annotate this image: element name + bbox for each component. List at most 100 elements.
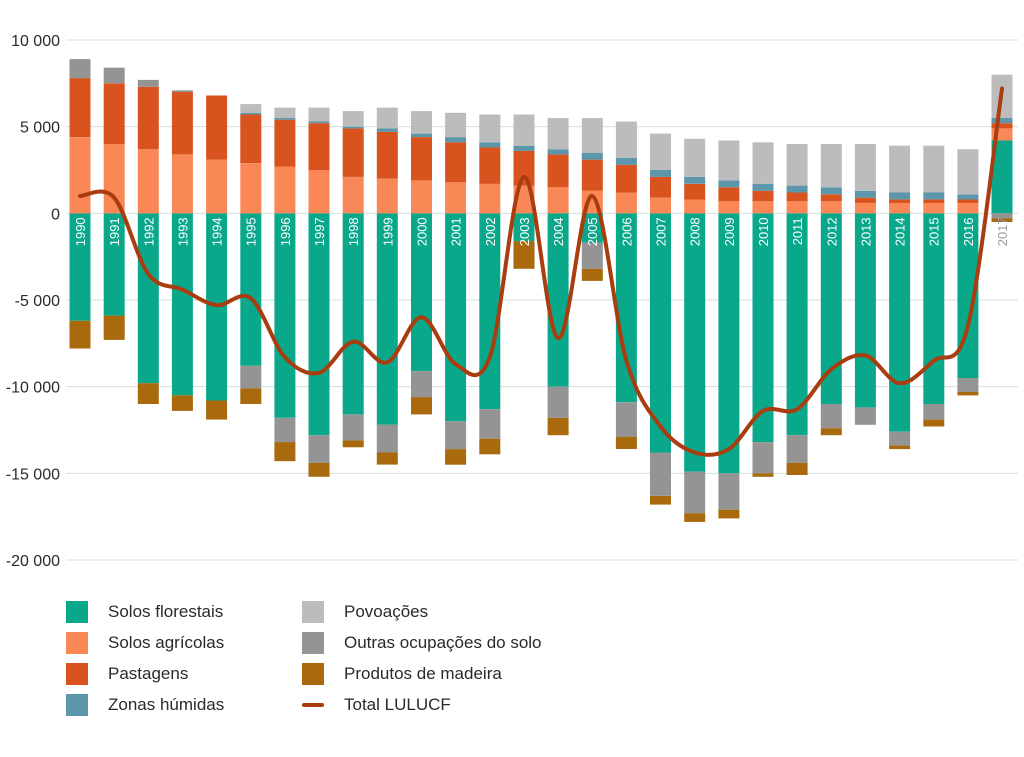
bar-zonas-humidas-2004 — [547, 149, 569, 155]
bar-zonas-humidas-2001 — [445, 137, 467, 143]
bar-zonas-humidas-1996 — [274, 118, 296, 120]
x-tick-label: 2014 — [893, 217, 908, 246]
bar-povoacoes-2006 — [615, 121, 637, 158]
bar-solos-florestais-1992 — [137, 213, 159, 384]
bar-outras-ocupacoes-do-solo-2007 — [650, 452, 671, 496]
bar-outras-ocupacoes-do-solo-2013 — [854, 407, 876, 425]
y-tick-label: -10 000 — [6, 380, 60, 397]
bar-solos-agricolas-2001 — [445, 182, 467, 214]
bar-outras-ocupacoes-do-solo-1995 — [240, 365, 262, 389]
bar-produtos-de-madeira-2004 — [547, 417, 569, 436]
bar-pastagens-2005 — [581, 159, 603, 191]
y-tick-label: -20 000 — [6, 553, 60, 570]
bar-zonas-humidas-2017 — [991, 118, 1013, 124]
bar-povoacoes-2000 — [411, 111, 432, 134]
bar-povoacoes-2004 — [547, 118, 569, 150]
bar-solos-agricolas-1997 — [308, 170, 330, 214]
bar-solos-agricolas-2002 — [479, 183, 501, 214]
bar-solos-agricolas-1990 — [69, 137, 91, 214]
bar-zonas-humidas-2012 — [820, 187, 842, 195]
bar-solos-agricolas-1991 — [103, 144, 125, 214]
bar-solos-agricolas-2013 — [854, 202, 876, 214]
bar-pastagens-1992 — [137, 86, 159, 150]
bar-solos-florestais-2014 — [889, 213, 911, 432]
bar-solos-florestais-2002 — [479, 213, 501, 410]
bar-outras-ocupacoes-do-solo-1998 — [342, 414, 364, 441]
bar-solos-agricolas-2000 — [411, 180, 432, 214]
bar-solos-agricolas-2016 — [957, 202, 979, 214]
bar-solos-agricolas-2007 — [650, 197, 671, 214]
bar-povoacoes-2003 — [513, 114, 535, 146]
bar-zonas-humidas-2010 — [752, 183, 774, 191]
y-tick-label: 5 000 — [20, 120, 60, 137]
bar-solos-agricolas-2004 — [547, 187, 569, 214]
bar-solos-agricolas-2014 — [889, 202, 911, 214]
bar-outras-ocupacoes-do-solo-2000 — [411, 371, 432, 398]
bar-solos-florestais-2009 — [718, 213, 740, 474]
bar-pastagens-2002 — [479, 147, 501, 184]
bar-povoacoes-2007 — [650, 133, 671, 170]
bar-solos-florestais-2004 — [547, 213, 569, 387]
bar-outras-ocupacoes-do-solo-1997 — [308, 435, 330, 463]
legend-item-produtos-madeira: Produtos de madeira — [302, 662, 502, 686]
x-tick-label: 2009 — [722, 217, 737, 246]
bar-outras-ocupacoes-do-solo-2008 — [684, 471, 706, 514]
x-tick-label: 2002 — [483, 217, 498, 246]
bar-pastagens-2006 — [615, 164, 637, 193]
bar-produtos-de-madeira-1998 — [342, 440, 364, 448]
bar-outras-ocupacoes-do-solo-1993 — [171, 90, 193, 92]
bar-solos-florestais-2010 — [752, 213, 774, 443]
bar-produtos-de-madeira-1997 — [308, 462, 330, 477]
bar-povoacoes-2002 — [479, 114, 501, 143]
bar-povoacoes-2010 — [752, 142, 774, 184]
x-tick-label: 2005 — [585, 217, 600, 246]
x-tick-label: 1992 — [141, 217, 156, 246]
bar-zonas-humidas-2016 — [957, 194, 979, 200]
bar-solos-florestais-1993 — [171, 213, 193, 396]
bar-solos-florestais-1999 — [376, 213, 398, 425]
bar-solos-agricolas-1995 — [240, 163, 262, 214]
bar-pastagens-2013 — [854, 197, 876, 203]
x-tick-label: 2007 — [654, 217, 669, 246]
bar-produtos-de-madeira-2003 — [513, 241, 535, 269]
x-tick-label: 1999 — [380, 217, 395, 246]
x-tick-label: 2011 — [790, 217, 805, 245]
x-tick-label: 1996 — [278, 217, 293, 246]
bar-produtos-de-madeira-2000 — [411, 397, 432, 415]
bar-zonas-humidas-2007 — [650, 170, 671, 177]
legend-item-povoacoes: Povoações — [302, 600, 428, 624]
bar-produtos-de-madeira-1990 — [69, 320, 91, 349]
legend-label-produtos-madeira: Produtos de madeira — [344, 664, 502, 683]
bar-solos-florestais-2016 — [957, 213, 979, 378]
bar-outras-ocupacoes-do-solo-2009 — [718, 473, 740, 510]
legend-swatch-zonas-humidas — [66, 694, 88, 716]
legend-item-solos-florestais: Solos florestais — [66, 600, 223, 624]
legend-label-solos-agricolas: Solos agrícolas — [108, 633, 225, 652]
legend-label-zonas-humidas: Zonas húmidas — [108, 695, 225, 714]
legend-swatch-produtos-madeira — [302, 663, 324, 685]
bar-povoacoes-1998 — [342, 111, 364, 127]
legend-label-povoacoes: Povoações — [344, 602, 429, 621]
bar-povoacoes-2001 — [445, 112, 467, 138]
y-tick-label: 10 000 — [11, 33, 60, 50]
x-tick-label: 1991 — [107, 217, 122, 246]
bar-pastagens-1999 — [376, 131, 398, 179]
bar-pastagens-2007 — [650, 176, 671, 198]
bar-zonas-humidas-1999 — [376, 128, 398, 132]
bar-pastagens-2015 — [923, 199, 945, 203]
bar-solos-agricolas-2012 — [820, 201, 842, 214]
bar-outras-ocupacoes-do-solo-2011 — [786, 435, 808, 463]
bar-zonas-humidas-1997 — [308, 121, 330, 124]
bar-produtos-de-madeira-1995 — [240, 388, 262, 404]
bar-outras-ocupacoes-do-solo-2017 — [991, 213, 1013, 219]
bar-outras-ocupacoes-do-solo-1991 — [103, 67, 125, 84]
y-axis-tick-labels: 10 000 5 000 0 -5 000 -10 000 -15 000 -20 000 — [6, 33, 60, 570]
bar-solos-florestais-1991 — [103, 213, 125, 316]
bar-pastagens-2009 — [718, 187, 740, 202]
bar-pastagens-2014 — [889, 199, 911, 203]
legend-item-zonas-humidas: Zonas húmidas — [66, 693, 224, 717]
bar-pastagens-2008 — [684, 183, 706, 200]
bar-solos-florestais-2000 — [411, 213, 432, 371]
legend-label-solos-florestais: Solos florestais — [108, 602, 224, 621]
bar-solos-agricolas-2006 — [615, 192, 637, 214]
